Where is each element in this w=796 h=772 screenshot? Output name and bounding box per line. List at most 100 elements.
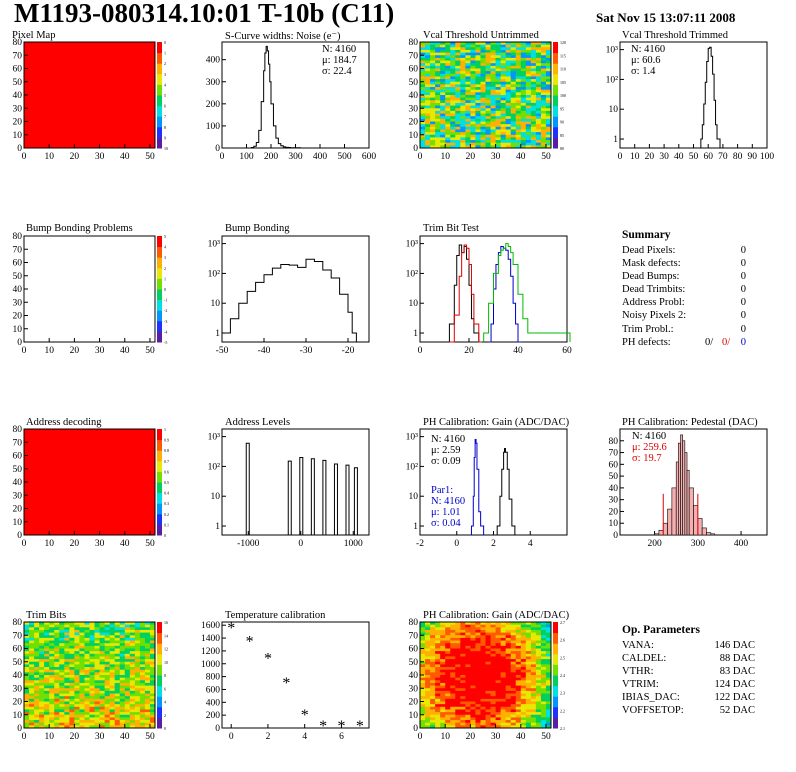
- heatmap-cell: [64, 685, 70, 689]
- pedestal-bar: [697, 518, 703, 536]
- heatmap-cell: [94, 688, 100, 692]
- heatmap-cell: [119, 714, 126, 718]
- heatmap-cell: [74, 667, 80, 671]
- y-tick-label: 0: [215, 144, 220, 154]
- heatmap-cell: [49, 690, 55, 694]
- heatmap-cell: [445, 675, 451, 679]
- x-tick-label: 50: [689, 152, 699, 162]
- heatmap-cell: [500, 113, 507, 117]
- heatmap-cell: [104, 661, 111, 665]
- x-tick-label: 400: [313, 152, 328, 162]
- y-tick-label: 10³: [208, 433, 221, 443]
- heatmap-cell: [450, 42, 456, 46]
- heatmap-cell: [470, 661, 476, 665]
- heatmap-cell: [525, 65, 532, 69]
- heatmap-cell: [445, 685, 451, 689]
- heatmap-cell: [520, 669, 527, 673]
- heatmap-cell: [450, 73, 456, 77]
- heatmap-cell: [89, 664, 95, 668]
- heatmap-cell: [430, 97, 436, 101]
- heatmap-cell: [535, 79, 542, 83]
- heatmap-cell: [425, 49, 431, 53]
- heatmap-cell: [139, 656, 146, 660]
- heatmap-cell: [450, 712, 456, 716]
- heatmap-cell: [44, 704, 50, 708]
- stat-par: Par1:: [431, 485, 454, 496]
- heatmap-cell: [114, 680, 121, 684]
- heatmap-cell: [510, 688, 517, 692]
- heatmap-cell: [485, 71, 491, 75]
- heatmap-cell: [460, 635, 466, 639]
- heatmap-cell: [465, 113, 471, 117]
- heatmap-cell: [505, 675, 512, 679]
- heatmap-cell: [435, 47, 441, 51]
- heatmap-cell: [500, 57, 507, 61]
- heatmap-cell: [515, 622, 522, 626]
- heatmap-cell: [49, 643, 55, 647]
- heatmap-cell: [545, 635, 552, 639]
- heatmap-cell: [104, 667, 111, 671]
- heatmap-cell: [510, 640, 517, 644]
- heatmap-cell: [435, 108, 441, 112]
- heatmap-cell: [495, 57, 502, 61]
- heatmap-cell: [435, 140, 441, 144]
- heatmap-cell: [490, 65, 496, 69]
- heatmap-cell: [114, 677, 121, 681]
- heatmap-cell: [124, 622, 131, 626]
- palette-band: [157, 105, 162, 117]
- heatmap-cell: [525, 648, 532, 652]
- heatmap-cell: [490, 640, 496, 644]
- heatmap-cell: [535, 725, 542, 729]
- heatmap-cell: [470, 44, 476, 48]
- heatmap-cell: [500, 49, 507, 53]
- heatmap-cell: [99, 629, 106, 633]
- heatmap-cell: [139, 643, 146, 647]
- heatmap-cell: [480, 682, 486, 686]
- heatmap-cell: [79, 667, 85, 671]
- heatmap-cell: [69, 656, 75, 660]
- x-tick-label: 0: [618, 152, 623, 162]
- heatmap-cell: [79, 637, 85, 641]
- palette-band: [157, 503, 162, 515]
- heatmap-cell: [500, 680, 507, 684]
- heatmap-cell: [520, 661, 527, 665]
- heatmap-cell: [49, 635, 55, 639]
- panel-title-address-decoding: Address decoding: [26, 417, 102, 428]
- y-tick-label: 10: [211, 492, 221, 502]
- heatmap-cell: [139, 661, 146, 665]
- heatmap-cell: [525, 55, 532, 59]
- heatmap-cell: [480, 677, 486, 681]
- heatmap-cell: [525, 145, 532, 149]
- heatmap-cell: [435, 717, 441, 721]
- heatmap-cell: [485, 92, 491, 96]
- heatmap-cell: [49, 659, 55, 663]
- heatmap-cell: [520, 698, 527, 702]
- heatmap-cell: [475, 76, 481, 80]
- heatmap-cell: [510, 68, 517, 72]
- heatmap-cell: [490, 79, 496, 83]
- heatmap-cell: [530, 110, 537, 114]
- heatmap-cell: [39, 627, 45, 631]
- heatmap-cell: [475, 672, 481, 676]
- heatmap-cell: [515, 640, 522, 644]
- address-level-peak: [310, 458, 315, 535]
- heatmap-cell: [139, 635, 146, 639]
- heatmap-cell: [460, 714, 466, 718]
- heatmap-cell: [44, 622, 50, 626]
- heatmap-cell: [540, 640, 547, 644]
- heatmap-cell: [440, 108, 446, 112]
- heatmap-cell: [525, 79, 532, 83]
- palette-label: 90: [560, 120, 564, 125]
- heatmap-cell: [525, 60, 532, 64]
- param-row: VANA: 146 DAC: [622, 639, 755, 652]
- heatmap-cell: [79, 632, 85, 636]
- heatmap-cell: [515, 126, 522, 130]
- heatmap-cell: [420, 84, 426, 88]
- heatmap-cell: [129, 714, 136, 718]
- heatmap-cell: [495, 42, 502, 46]
- heatmap-cell: [500, 116, 507, 120]
- y-tick-label: 50: [13, 465, 23, 475]
- heatmap-cell: [540, 664, 547, 668]
- heatmap-cell: [79, 685, 85, 689]
- heatmap-cell: [104, 685, 111, 689]
